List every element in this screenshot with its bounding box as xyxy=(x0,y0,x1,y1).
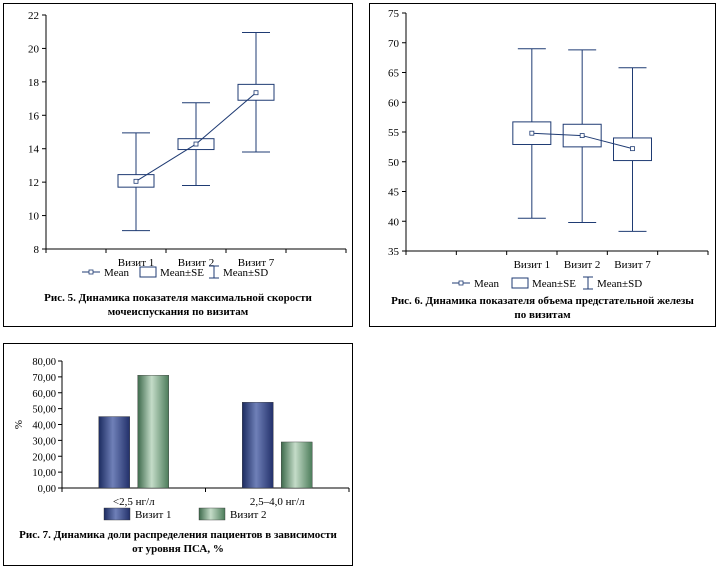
fig6-x-tick-label: Визит 7 xyxy=(614,259,651,271)
figure-7-panel: 0,00 10,00 20,00 30,00 40,00 50,00 60,00 70,00 8… xyxy=(3,343,353,566)
fig6-x-tick-label: Визит 2 xyxy=(564,259,601,271)
fig6-y-tick-label: 60 xyxy=(388,97,400,109)
figure-7-caption: Рис. 7. Динамика доли распределения паци… xyxy=(4,528,352,556)
fig7-legend-swatch-visit1 xyxy=(103,507,131,521)
fig7-y-tick-label: 30,00 xyxy=(32,436,56,447)
fig7-bar-visit1 xyxy=(242,402,274,489)
fig6-y-tick-label: 75 xyxy=(388,8,400,20)
figure-6-panel: 35 40 45 50 55 60 65 70 75 Визит 1 Визит 2 Визит 7 M… xyxy=(369,3,716,327)
fig5-y-tick-label: 18 xyxy=(28,77,40,89)
fig7-y-tick-label: 10,00 xyxy=(32,468,56,479)
figure-6-caption-line2: по визитам xyxy=(514,309,571,321)
fig5-mean-marker xyxy=(253,90,259,96)
fig7-legend-label-visit2: Визит 2 xyxy=(230,509,267,521)
fig6-y-tick-label: 45 xyxy=(388,187,400,199)
figure-7-chart: 0,00 10,00 20,00 30,00 40,00 50,00 60,00 70,00 8… xyxy=(13,357,350,521)
fig6-mean-marker xyxy=(529,130,535,136)
fig6-y-tick-label: 70 xyxy=(388,38,400,50)
figure-5-caption: Рис. 5. Динамика показателя максимальной… xyxy=(4,291,352,319)
figure-6-chart: 35 40 45 50 55 60 65 70 75 Визит 1 Визит 2 Визит 7 M… xyxy=(388,8,709,290)
fig7-y-tick-label: 20,00 xyxy=(32,452,56,463)
fig6-y-tick-label: 55 xyxy=(388,127,400,139)
figure-6-caption: Рис. 6. Динамика показателя объема предс… xyxy=(370,294,715,322)
fig5-legend-mean-label: Mean xyxy=(104,267,130,279)
fig5-x-tick-label: Визит 2 xyxy=(178,257,215,269)
fig6-legend-se-box xyxy=(511,277,529,289)
fig6-legend-sd-label: Mean±SD xyxy=(597,278,642,290)
fig5-y-tick-label: 20 xyxy=(28,43,40,55)
fig6-y-tick-label: 50 xyxy=(388,157,400,169)
fig7-legend-label-visit1: Визит 1 xyxy=(135,509,172,521)
fig5-x-tick-label: Визит 7 xyxy=(238,257,275,269)
figure-5-caption-line1: Рис. 5. Динамика показателя максимальной… xyxy=(44,292,312,304)
fig5-x-tick-label: Визит 1 xyxy=(118,257,155,269)
fig7-bar-visit2 xyxy=(137,375,169,489)
fig6-mean-marker xyxy=(579,133,585,138)
fig5-y-tick-label: 10 xyxy=(28,211,40,223)
fig5-mean-marker xyxy=(133,178,139,184)
fig5-y-tick-label: 14 xyxy=(28,144,40,156)
fig5-y-tick-label: 12 xyxy=(28,177,39,189)
fig5-legend-se-label: Mean±SE xyxy=(160,267,204,279)
fig7-bar-visit2 xyxy=(281,441,313,489)
fig7-y-tick-label: 50,00 xyxy=(32,405,56,416)
fig7-y-tick-label: 80,00 xyxy=(32,357,56,368)
fig5-y-tick-label: 22 xyxy=(28,10,39,22)
fig6-x-tick-label: Визит 1 xyxy=(514,259,551,271)
fig5-y-tick-label: 8 xyxy=(34,244,40,256)
fig7-y-tick-label: 70,00 xyxy=(32,373,56,384)
fig7-y-tick-label: 60,00 xyxy=(32,389,56,400)
fig7-x-tick-label: 2,5–4,0 нг/л xyxy=(250,496,305,508)
fig7-legend-swatch-visit2 xyxy=(198,507,226,521)
fig6-y-tick-label: 40 xyxy=(388,216,400,228)
fig6-mean-marker xyxy=(630,146,635,152)
figure-5-panel: 8 10 12 14 16 18 20 22 Визит 1 Визит 2 Визит 7 Mean… xyxy=(3,3,353,327)
fig5-legend-mean-marker xyxy=(88,269,94,275)
fig5-mean-marker xyxy=(193,141,199,147)
fig7-y-tick-label: 40,00 xyxy=(32,421,56,432)
figure-6-caption-line1: Рис. 6. Динамика показателя объема предс… xyxy=(391,295,694,307)
fig5-y-tick-label: 16 xyxy=(28,110,40,122)
fig7-y-axis-label: % xyxy=(13,420,25,429)
fig5-legend-sd-label: Mean±SD xyxy=(223,267,268,279)
fig7-x-tick-label: <2,5 нг/л xyxy=(113,496,155,508)
figure-7-caption-line1: Рис. 7. Динамика доли распределения паци… xyxy=(19,529,337,541)
fig6-y-tick-label: 35 xyxy=(388,246,400,258)
figure-7-caption-line2: от уровня ПСА, % xyxy=(132,543,224,555)
fig6-legend-se-label: Mean±SE xyxy=(532,278,576,290)
fig5-legend-se-box xyxy=(139,266,157,278)
fig6-y-tick-label: 65 xyxy=(388,68,400,80)
fig6-legend-mean-marker xyxy=(458,280,464,286)
fig7-bar-visit1 xyxy=(98,416,130,489)
fig7-y-tick-label: 0,00 xyxy=(38,484,56,495)
figure-5-caption-line2: мочеиспускания по визитам xyxy=(107,306,249,318)
fig6-legend-mean-label: Mean xyxy=(474,278,500,290)
